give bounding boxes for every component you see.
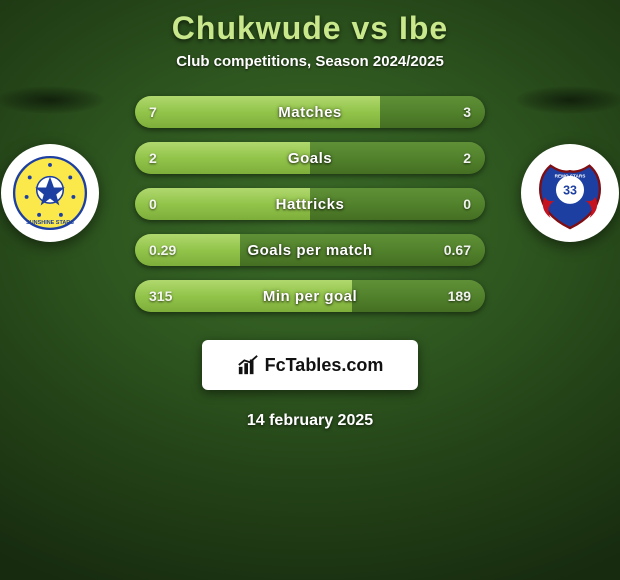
stat-bar: 0.29 Goals per match 0.67 <box>135 234 485 266</box>
page-title: Chukwude vs Ibe <box>172 10 448 47</box>
svg-text:SUNSHINE STARS: SUNSHINE STARS <box>26 220 74 226</box>
stat-bar: 315 Min per goal 189 <box>135 280 485 312</box>
player-shadow <box>515 86 620 114</box>
stat-right-value: 189 <box>448 280 471 312</box>
stat-label: Goals per match <box>135 234 485 266</box>
footer-date: 14 february 2025 <box>247 412 373 430</box>
stat-bar: 2 Goals 2 <box>135 142 485 174</box>
sunshine-stars-icon: SUNSHINE STARS <box>11 154 89 232</box>
stat-right-value: 0 <box>463 188 471 220</box>
content: Chukwude vs Ibe Club competitions, Seaso… <box>0 0 620 580</box>
stat-bars: 7 Matches 3 2 Goals 2 0 Hattricks 0 <box>135 96 485 312</box>
chart-icon <box>237 354 259 376</box>
stat-label: Goals <box>135 142 485 174</box>
stat-right-value: 2 <box>463 142 471 174</box>
left-player-side: SUNSHINE STARS <box>0 86 110 242</box>
player-shadow <box>0 86 105 114</box>
remo-stars-icon: 33 REMO STARS <box>531 154 609 232</box>
stat-right-value: 3 <box>463 96 471 128</box>
left-team-badge: SUNSHINE STARS <box>1 144 99 242</box>
brand-box[interactable]: FcTables.com <box>202 340 418 390</box>
brand-text: FcTables.com <box>265 355 384 376</box>
right-player-side: 33 REMO STARS <box>510 86 620 242</box>
page-subtitle: Club competitions, Season 2024/2025 <box>176 53 444 70</box>
comparison-arena: SUNSHINE STARS 33 REMO STARS <box>0 96 620 312</box>
stat-label: Min per goal <box>135 280 485 312</box>
stat-bar: 0 Hattricks 0 <box>135 188 485 220</box>
svg-text:33: 33 <box>563 184 577 198</box>
stat-right-value: 0.67 <box>444 234 471 266</box>
stat-bar: 7 Matches 3 <box>135 96 485 128</box>
stat-label: Matches <box>135 96 485 128</box>
svg-text:REMO STARS: REMO STARS <box>555 173 586 178</box>
stat-label: Hattricks <box>135 188 485 220</box>
right-team-badge: 33 REMO STARS <box>521 144 619 242</box>
